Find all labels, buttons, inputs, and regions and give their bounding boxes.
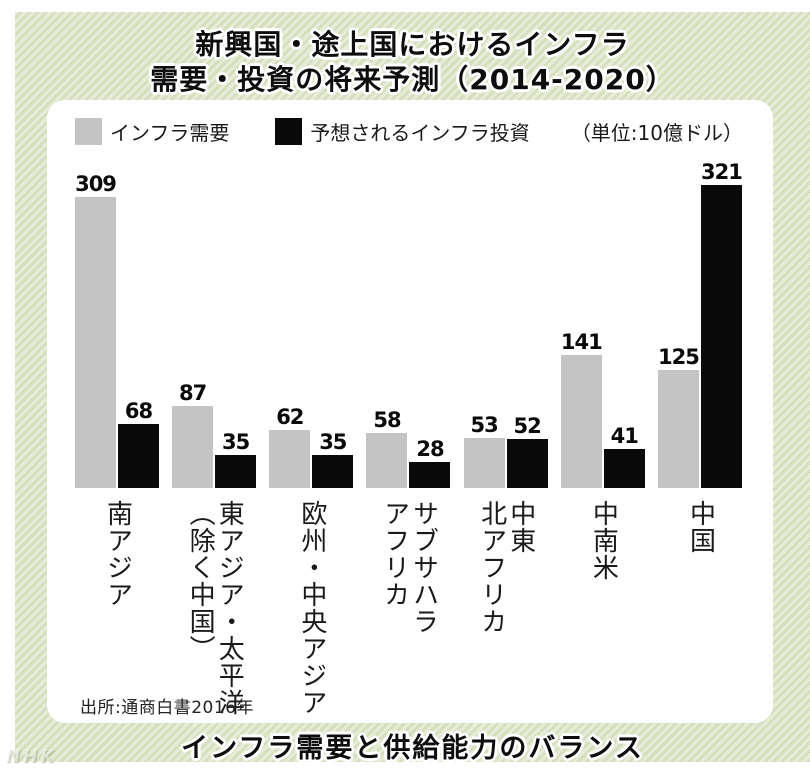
bar-value-label: 321 (701, 160, 743, 184)
demand-bar-column: 141 (560, 156, 603, 488)
bar-group: 62 35 (269, 156, 354, 488)
demand-bar-column: 309 (75, 156, 117, 488)
demand-bar-column: 87 (172, 156, 214, 488)
demand-bar-column: 53 (463, 156, 505, 488)
investment-bar (700, 185, 742, 488)
investment-bar-column: 28 (409, 156, 451, 488)
demand-bar (463, 438, 505, 488)
demand-bar (75, 197, 116, 488)
investment-bar (215, 455, 257, 488)
source-note: 出所:通商白書2016年 (80, 698, 254, 718)
category-label: 東アジア・太平洋 （除く中国） (185, 500, 245, 716)
bar-value-label: 58 (373, 408, 401, 432)
investment-bar-column: 35 (312, 156, 354, 488)
bar-value-label: 125 (658, 345, 700, 369)
bar-value-label: 52 (513, 414, 542, 438)
nhk-watermark: NHK (6, 747, 57, 767)
category-label-cell: 中国 (658, 500, 742, 722)
bar-group: 87 35 (172, 156, 257, 488)
category-label: 中東 北アフリカ (476, 500, 536, 635)
bar-value-label: 68 (124, 399, 153, 423)
chart-legend: インフラ需要 予想されるインフラ投資 （単位:10億ドル） (75, 116, 743, 146)
bar-value-label: 309 (75, 172, 117, 196)
demand-bar (269, 430, 311, 488)
demand-bar-column: 58 (366, 156, 408, 488)
bar-value-label: 62 (276, 405, 304, 429)
bar-value-label: 53 (470, 413, 499, 437)
demand-legend-label: インフラ需要 (110, 120, 230, 145)
chart-panel: インフラ需要 予想されるインフラ投資 （単位:10億ドル） 309 68 87 35 6… (47, 100, 773, 723)
bar-value-label: 35 (319, 430, 347, 454)
category-label: サブサハラ アフリカ (379, 500, 439, 635)
bar-value-label: 87 (179, 381, 207, 405)
category-label: 欧州・中央アジア (296, 500, 327, 716)
bar-group: 58 28 (366, 156, 451, 488)
category-label: 中国 (685, 500, 716, 554)
investment-bar (118, 424, 159, 488)
demand-bar (172, 406, 214, 488)
category-label-cell: 中南米 (561, 500, 645, 722)
chart-title: 新興国・途上国におけるインフラ 需要・投資の将来予測（2014-2020） (15, 12, 810, 97)
investment-legend-label: 予想されるインフラ投資 (310, 120, 530, 145)
demand-bar-column: 125 (657, 156, 700, 488)
investment-bar-column: 321 (700, 156, 743, 488)
category-label-cell: 東アジア・太平洋 （除く中国） (172, 500, 256, 722)
bar-group: 125 321 (657, 156, 743, 488)
category-labels: 南アジア 東アジア・太平洋 （除く中国） 欧州・中央アジア サブサハラ アフリカ 中東 … (75, 500, 742, 722)
bar-value-label: 28 (416, 437, 444, 461)
bar-value-label: 41 (610, 424, 639, 448)
investment-bar (506, 439, 548, 488)
unit-label: （単位:10億ドル） (570, 120, 743, 145)
category-label: 中南米 (588, 500, 619, 581)
bar-group: 309 68 (75, 156, 159, 488)
striped-background: 新興国・途上国におけるインフラ 需要・投資の将来予測（2014-2020） イン… (15, 12, 810, 764)
category-label: 南アジア (102, 500, 133, 608)
title-line-2: 需要・投資の将来予測（2014-2020） (150, 63, 675, 96)
investment-bar (409, 462, 451, 488)
bar-group: 141 41 (560, 156, 645, 488)
investment-bar-column: 35 (215, 156, 257, 488)
category-label-cell: サブサハラ アフリカ (366, 500, 450, 722)
bar-value-label: 141 (560, 330, 603, 354)
demand-legend-swatch (75, 117, 102, 145)
investment-bar (312, 455, 354, 488)
footer-caption: インフラ需要と供給能力のバランス (181, 733, 644, 764)
investment-bar-column: 41 (603, 156, 645, 488)
category-label-cell: 欧州・中央アジア (269, 500, 353, 722)
investment-bar-column: 52 (506, 156, 548, 488)
investment-bar (603, 449, 645, 488)
bar-value-label: 35 (222, 430, 250, 454)
demand-bar (366, 433, 408, 488)
title-line-1: 新興国・途上国におけるインフラ (195, 28, 630, 61)
category-label-cell: 中東 北アフリカ (464, 500, 548, 722)
demand-bar-column: 62 (269, 156, 311, 488)
bar-group: 53 52 (463, 156, 548, 488)
investment-legend-swatch (275, 117, 303, 145)
demand-bar (657, 370, 699, 488)
bars-area: 309 68 87 35 62 35 58 28 53 52 141 41 125 321 (75, 156, 743, 488)
demand-bar (560, 355, 602, 488)
category-label-cell: 南アジア (75, 500, 159, 722)
investment-bar-column: 68 (118, 156, 159, 488)
